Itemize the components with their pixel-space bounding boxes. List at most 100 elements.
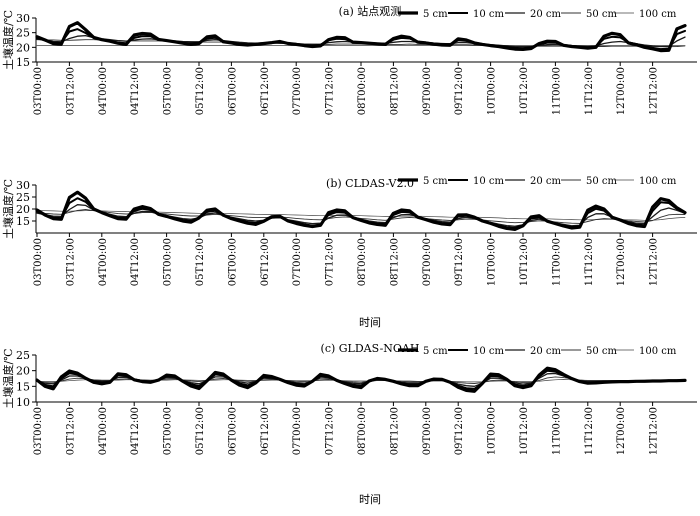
legend-label: 10 cm (473, 9, 505, 20)
y-tick-label: 15 (16, 56, 30, 69)
x-tick-label: 04T12:00 (130, 67, 141, 115)
legend-label: 5 cm (423, 176, 448, 187)
x-tick-label: 09T00:00 (422, 67, 433, 115)
x-tick-label: 05T00:00 (163, 238, 174, 286)
legend-label: 50 cm (586, 346, 618, 357)
x-tick-label: 09T00:00 (422, 407, 433, 455)
y-tick-label: 25 (16, 191, 30, 204)
x-tick-label: 08T12:00 (389, 67, 400, 115)
x-tick-label: 12T12:00 (649, 67, 660, 115)
legend-label: 10 cm (473, 346, 505, 357)
x-tick-label: 09T12:00 (454, 67, 465, 115)
y-tick-label: 20 (16, 203, 30, 216)
x-tick-label: 05T12:00 (195, 238, 206, 286)
x-axis-label: 时间 (359, 316, 381, 329)
series-line-50cm (36, 209, 686, 224)
x-tick-label: 08T12:00 (389, 238, 400, 286)
y-tick-label: 25 (16, 349, 30, 362)
legend-label: 5 cm (423, 9, 448, 20)
series-line-5cm (35, 366, 687, 393)
legend-label: 100 cm (639, 176, 677, 187)
y-tick-label: 10 (16, 396, 30, 409)
x-tick-label: 12T00:00 (616, 407, 627, 455)
x-axis-label: 时间 (359, 493, 381, 506)
x-tick-label: 04T00:00 (98, 67, 109, 115)
x-tick-label: 06T12:00 (260, 67, 271, 115)
x-tick-label: 07T12:00 (325, 407, 336, 455)
x-tick-label: 10T12:00 (519, 67, 530, 115)
x-tick-label: 11T00:00 (551, 238, 562, 286)
legend-label: 20 cm (530, 9, 562, 20)
x-tick-label: 08T00:00 (357, 238, 368, 286)
x-tick-label: 04T12:00 (130, 407, 141, 455)
x-tick-label: 07T12:00 (325, 67, 336, 115)
x-tick-label: 07T00:00 (292, 67, 303, 115)
x-tick-label: 04T00:00 (98, 238, 109, 286)
x-tick-label: 03T12:00 (65, 238, 76, 286)
x-tick-label: 05T00:00 (163, 407, 174, 455)
x-tick-label: 07T00:00 (292, 238, 303, 286)
legend-label: 100 cm (639, 346, 677, 357)
x-tick-label: 03T00:00 (33, 407, 44, 455)
x-tick-label: 09T00:00 (422, 238, 433, 286)
legend-label: 5 cm (423, 346, 448, 357)
x-tick-label: 11T12:00 (584, 407, 595, 455)
y-tick-label: 25 (16, 27, 30, 40)
x-tick-label: 10T00:00 (487, 407, 498, 455)
legend-label: 50 cm (586, 176, 618, 187)
legend-label: 20 cm (530, 346, 562, 357)
x-tick-label: 03T12:00 (65, 67, 76, 115)
series-line-5cm (35, 21, 687, 53)
legend-label: 10 cm (473, 176, 505, 187)
x-tick-label: 05T00:00 (163, 67, 174, 115)
y-tick-label: 20 (16, 365, 30, 378)
legend-label: 50 cm (586, 9, 618, 20)
chart-title: (c) GLDAS-NOAH (321, 342, 420, 355)
x-tick-label: 07T12:00 (325, 238, 336, 286)
x-tick-label: 08T12:00 (389, 407, 400, 455)
x-tick-label: 06T12:00 (260, 407, 271, 455)
x-tick-label: 11T00:00 (551, 407, 562, 455)
x-tick-label: 10T12:00 (519, 238, 530, 286)
y-tick-label: 30 (16, 12, 30, 25)
x-tick-label: 08T00:00 (357, 407, 368, 455)
x-tick-label: 05T12:00 (195, 67, 206, 115)
x-tick-label: 11T00:00 (551, 67, 562, 115)
x-tick-label: 03T00:00 (33, 238, 44, 286)
y-axis-label: 土壤温度/℃ (1, 179, 15, 239)
y-tick-label: 30 (16, 179, 30, 192)
x-tick-label: 12T12:00 (649, 238, 660, 286)
x-tick-label: 11T12:00 (584, 67, 595, 115)
x-tick-label: 04T00:00 (98, 407, 109, 455)
x-tick-label: 08T00:00 (357, 67, 368, 115)
x-tick-label: 10T00:00 (487, 238, 498, 286)
legend-label: 20 cm (530, 176, 562, 187)
y-tick-label: 20 (16, 41, 30, 54)
x-tick-label: 12T00:00 (616, 238, 627, 286)
y-axis-label: 土壤温度/℃ (1, 348, 15, 408)
y-tick-label: 15 (16, 215, 30, 228)
chart-title: (b) CLDAS-V2.0 (326, 177, 414, 190)
x-tick-label: 06T00:00 (227, 67, 238, 115)
y-axis-label: 土壤温度/℃ (1, 10, 15, 70)
x-tick-label: 06T00:00 (227, 407, 238, 455)
x-tick-label: 10T12:00 (519, 407, 530, 455)
x-tick-label: 07T00:00 (292, 407, 303, 455)
x-tick-label: 10T00:00 (487, 67, 498, 115)
x-tick-label: 09T12:00 (454, 238, 465, 286)
x-tick-label: 03T12:00 (65, 407, 76, 455)
x-tick-label: 05T12:00 (195, 407, 206, 455)
x-tick-label: 03T00:00 (33, 67, 44, 115)
x-tick-label: 11T12:00 (584, 238, 595, 286)
series-line-5cm (35, 190, 687, 231)
x-tick-label: 04T12:00 (130, 238, 141, 286)
x-tick-label: 06T00:00 (227, 238, 238, 286)
chart-title: (a) 站点观测 (339, 4, 402, 18)
x-tick-label: 06T12:00 (260, 238, 271, 286)
x-tick-label: 12T12:00 (649, 407, 660, 455)
y-tick-label: 15 (16, 380, 30, 393)
